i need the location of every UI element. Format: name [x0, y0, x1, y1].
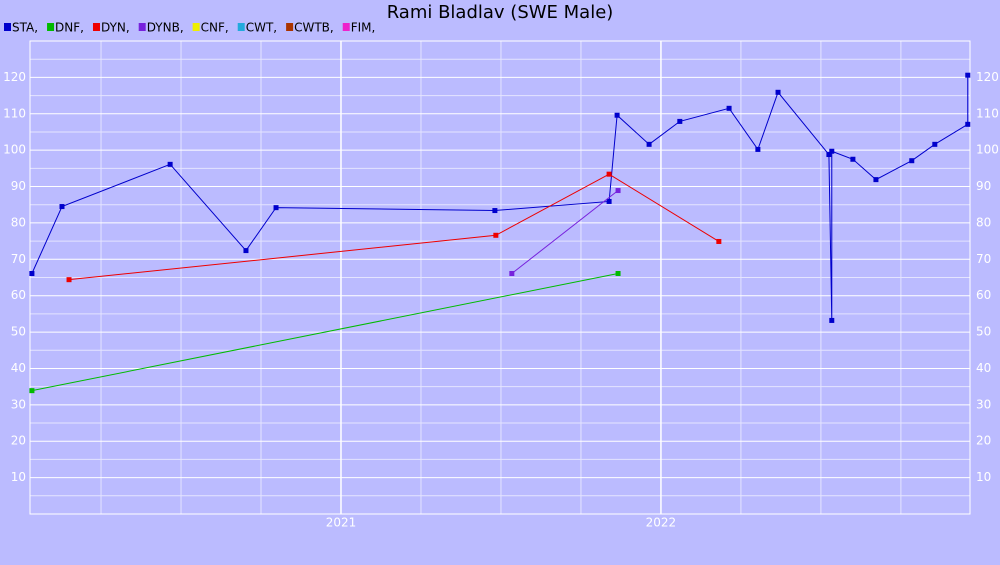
y-tick-label: 110 [3, 106, 26, 120]
chart-title: Rami Bladlav (SWE Male) [387, 2, 614, 23]
y-tick-label-right: 120 [976, 70, 999, 84]
y-tick-label-right: 60 [976, 288, 991, 302]
point [965, 72, 971, 78]
legend-label: CWT, [246, 21, 277, 35]
y-tick-label: 60 [11, 288, 26, 302]
point [273, 205, 279, 211]
legend-swatch [138, 23, 146, 31]
series-line [31, 273, 619, 392]
point [850, 156, 856, 162]
point [965, 121, 971, 127]
y-tick-label-right: 90 [976, 179, 991, 193]
legend-swatch [92, 23, 100, 31]
y-tick-label: 30 [11, 397, 26, 411]
y-tick-label-right: 10 [976, 470, 991, 484]
point [243, 248, 249, 254]
legend-swatch [237, 23, 245, 31]
series-line [68, 173, 720, 281]
y-tick-label: 80 [11, 215, 26, 229]
point [29, 388, 35, 394]
legend-label: DYN, [101, 21, 130, 35]
legend-swatch [286, 23, 294, 31]
legend-swatch [47, 23, 55, 31]
point [646, 141, 652, 147]
y-tick-label-right: 30 [976, 397, 991, 411]
point [829, 317, 835, 323]
point [726, 105, 732, 111]
plot-border [29, 40, 971, 515]
legend-swatch [4, 23, 11, 31]
point [615, 270, 621, 276]
y-tick-label-right: 20 [976, 434, 991, 448]
y-tick-label-right: 100 [976, 143, 999, 157]
y-tick-label: 40 [11, 361, 26, 375]
series-line [31, 75, 969, 321]
y-tick-label: 20 [11, 434, 26, 448]
y-tick-label-right: 80 [976, 215, 991, 229]
y-tick-label-right: 50 [976, 325, 991, 339]
y-tick-label: 100 [3, 143, 26, 157]
y-tick-label-right: 110 [976, 106, 999, 120]
point [167, 161, 173, 167]
legend-label: CWTB, [294, 21, 334, 35]
point [873, 177, 879, 183]
y-tick-label-right: 40 [976, 361, 991, 375]
point [829, 148, 835, 154]
point [716, 238, 722, 244]
point [492, 208, 498, 214]
legend-label: DYNB, [147, 21, 184, 35]
y-tick-label: 90 [11, 179, 26, 193]
series-line [511, 190, 619, 274]
y-tick-label: 70 [11, 252, 26, 266]
legend-swatch [342, 23, 350, 31]
legend-label: DNF, [55, 21, 84, 35]
x-tick-label: 2021 [326, 516, 357, 530]
y-tick-label: 120 [3, 70, 26, 84]
point [932, 141, 938, 147]
point [614, 112, 620, 118]
point [677, 118, 683, 124]
legend-label: FIM, [351, 21, 376, 35]
y-tick-label-right: 70 [976, 252, 991, 266]
point [66, 277, 72, 283]
point [606, 171, 612, 177]
point [909, 158, 915, 164]
point [606, 198, 612, 204]
point [509, 270, 515, 276]
legend-label: CNF, [201, 21, 229, 35]
point [615, 188, 621, 194]
y-tick-label: 10 [11, 470, 26, 484]
point [775, 89, 781, 95]
point [29, 270, 35, 276]
y-tick-label: 50 [11, 325, 26, 339]
legend-label: STA, [12, 21, 38, 35]
point [493, 232, 499, 238]
x-tick-label: 2022 [646, 516, 677, 530]
legend-swatch [192, 23, 200, 31]
point [59, 204, 65, 210]
point [755, 146, 761, 152]
point [826, 152, 832, 158]
